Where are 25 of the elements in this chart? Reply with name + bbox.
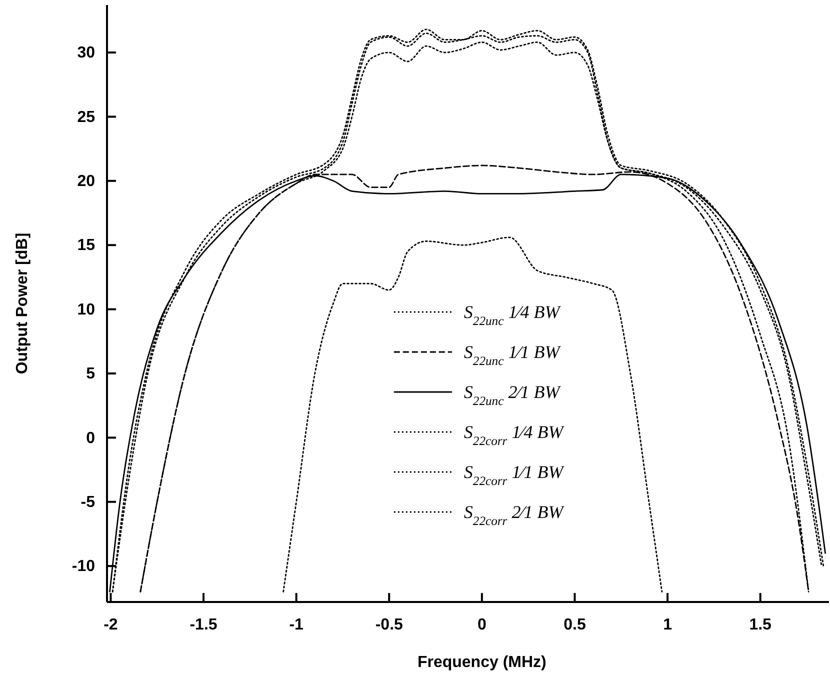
y-tick-label: 5 (86, 366, 96, 383)
legend-label: S$_{22corr}$ 2⁄1 BW (464, 502, 566, 528)
legend-label: S$_{22unc}$ 2⁄1 BW (464, 382, 562, 408)
x-tick-label: -1 (289, 616, 304, 634)
y-tick-label: -5 (80, 494, 96, 511)
y-axis-title: Output Power [dB] (14, 232, 31, 374)
x-tick-label: 1.5 (749, 616, 772, 634)
y-tick-label: -10 (72, 558, 96, 576)
legend-label: S$_{22corr}$ 1⁄1 BW (464, 462, 566, 488)
legend-label: S$_{22unc}$ 1⁄1 BW (464, 342, 562, 368)
legend-label: S$_{22corr}$ 1⁄4 BW (464, 422, 566, 448)
x-axis-title: Frequency (MHz) (417, 654, 546, 671)
x-tick-label: -0.5 (375, 616, 403, 634)
y-tick-label: 30 (77, 44, 96, 62)
y-tick-label: 20 (77, 173, 96, 190)
y-tick-label: 10 (77, 301, 96, 318)
legend-label: S$_{22unc}$ 1⁄4 BW (464, 302, 562, 328)
y-tick-label: 25 (77, 108, 96, 126)
x-tick-label: 0 (477, 616, 486, 634)
x-tick-label: 1 (663, 616, 672, 634)
y-tick-label: 0 (86, 430, 96, 447)
x-tick-label: -1.5 (190, 616, 218, 634)
y-tick-label: 15 (77, 237, 96, 254)
x-tick-label: -2 (104, 616, 118, 634)
x-tick-label: 0.5 (564, 616, 586, 634)
